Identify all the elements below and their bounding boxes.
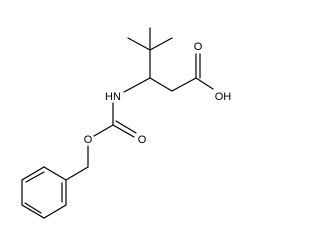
structure-diagram: O OH HN O O [21,27,232,219]
atom-label: O [138,134,147,146]
atom-label: HN [105,91,121,103]
bond [115,120,137,134]
bond [149,37,173,51]
bond [24,202,42,214]
bond [171,77,197,92]
bond [127,37,151,51]
bond [195,77,214,90]
ring [21,166,67,219]
bond [25,171,45,183]
bond [123,77,151,93]
bond [112,124,135,138]
bonds [21,27,214,219]
atom-label: OH [215,91,232,103]
bond [149,77,173,92]
atom-label: O [84,134,93,146]
bond [93,124,114,137]
bond [65,166,89,181]
atom-label: O [194,41,203,53]
